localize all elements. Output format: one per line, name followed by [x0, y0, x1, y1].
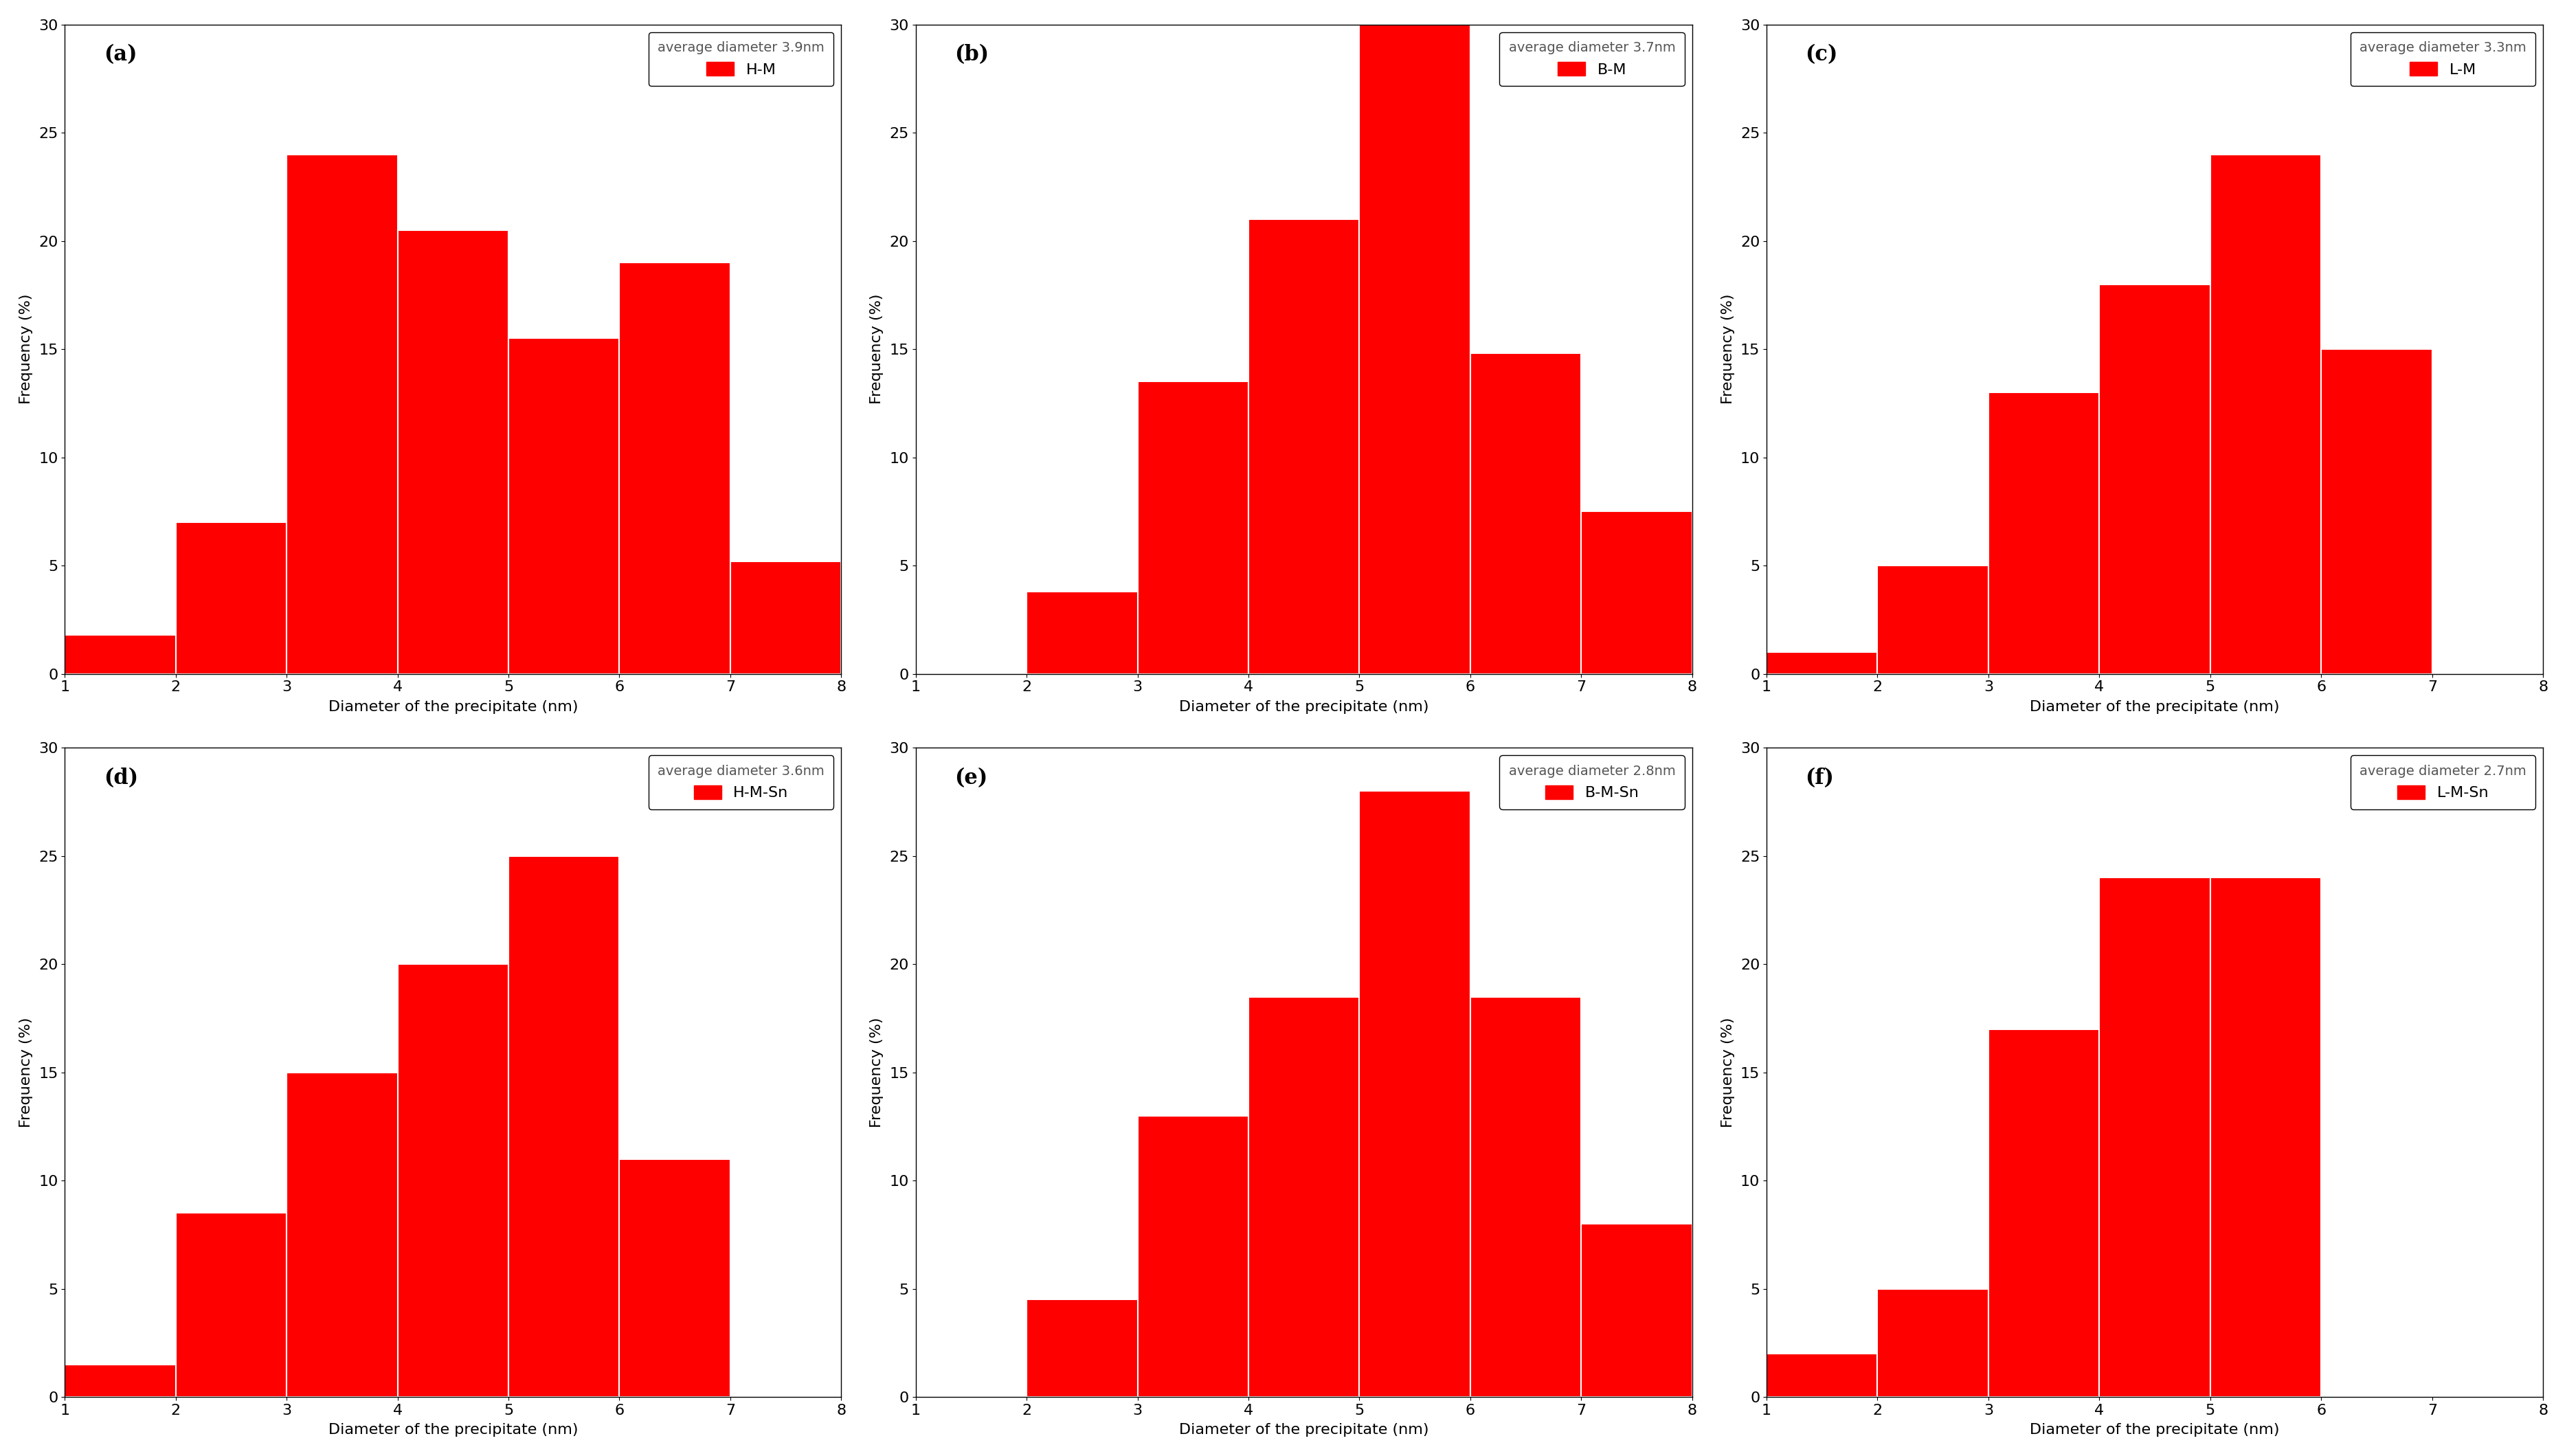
Bar [175, 1213, 288, 1396]
Legend: H-M: H-M [649, 32, 834, 86]
Bar [1471, 354, 1581, 674]
X-axis label: Diameter of the precipitate (nm): Diameter of the precipitate (nm) [2030, 700, 2279, 713]
Bar [2210, 878, 2321, 1396]
Bar [64, 1364, 175, 1396]
Bar [2100, 284, 2210, 674]
Bar [1027, 591, 1137, 674]
Text: (a): (a) [103, 44, 136, 66]
Legend: H-M-Sn: H-M-Sn [649, 756, 834, 810]
Bar [64, 635, 175, 674]
Bar [1361, 3, 1471, 674]
Bar [508, 338, 619, 674]
Bar [1766, 652, 1876, 674]
X-axis label: Diameter of the precipitate (nm): Diameter of the precipitate (nm) [2030, 1423, 2279, 1437]
Bar [732, 561, 842, 674]
Bar [1027, 1300, 1137, 1396]
Bar [1581, 1224, 1692, 1396]
Bar [288, 154, 398, 674]
Y-axis label: Frequency (%): Frequency (%) [1720, 294, 1735, 405]
Bar [398, 964, 508, 1396]
Y-axis label: Frequency (%): Frequency (%) [18, 1018, 33, 1127]
Bar [1137, 381, 1248, 674]
Bar [175, 523, 288, 674]
Text: (c): (c) [1805, 44, 1838, 66]
Legend: L-M: L-M [2351, 32, 2536, 86]
Text: (f): (f) [1805, 767, 1833, 789]
Bar [1137, 1115, 1248, 1396]
Bar [1876, 1289, 1989, 1396]
Text: (e): (e) [955, 767, 988, 789]
X-axis label: Diameter of the precipitate (nm): Diameter of the precipitate (nm) [329, 1423, 578, 1437]
Bar [1361, 791, 1471, 1396]
X-axis label: Diameter of the precipitate (nm): Diameter of the precipitate (nm) [1178, 1423, 1430, 1437]
Y-axis label: Frequency (%): Frequency (%) [1720, 1018, 1735, 1127]
Bar [2100, 878, 2210, 1396]
Bar [508, 856, 619, 1396]
Legend: B-M: B-M [1499, 32, 1684, 86]
Bar [1471, 997, 1581, 1396]
Legend: L-M-Sn: L-M-Sn [2351, 756, 2536, 810]
Legend: B-M-Sn: B-M-Sn [1499, 756, 1684, 810]
Text: (b): (b) [955, 44, 988, 66]
Y-axis label: Frequency (%): Frequency (%) [18, 294, 33, 405]
Bar [1248, 220, 1361, 674]
Bar [1876, 565, 1989, 674]
Bar [1248, 997, 1361, 1396]
Bar [2321, 349, 2431, 674]
Bar [1989, 393, 2100, 674]
X-axis label: Diameter of the precipitate (nm): Diameter of the precipitate (nm) [1178, 700, 1430, 713]
Bar [2210, 154, 2321, 674]
Bar [1766, 1354, 1876, 1396]
Bar [1581, 511, 1692, 674]
Y-axis label: Frequency (%): Frequency (%) [870, 1018, 883, 1127]
Text: (d): (d) [103, 767, 139, 789]
Bar [288, 1073, 398, 1396]
X-axis label: Diameter of the precipitate (nm): Diameter of the precipitate (nm) [329, 700, 578, 713]
Bar [619, 262, 732, 674]
Bar [398, 230, 508, 674]
Y-axis label: Frequency (%): Frequency (%) [870, 294, 883, 405]
Bar [1989, 1029, 2100, 1396]
Bar [619, 1159, 732, 1396]
